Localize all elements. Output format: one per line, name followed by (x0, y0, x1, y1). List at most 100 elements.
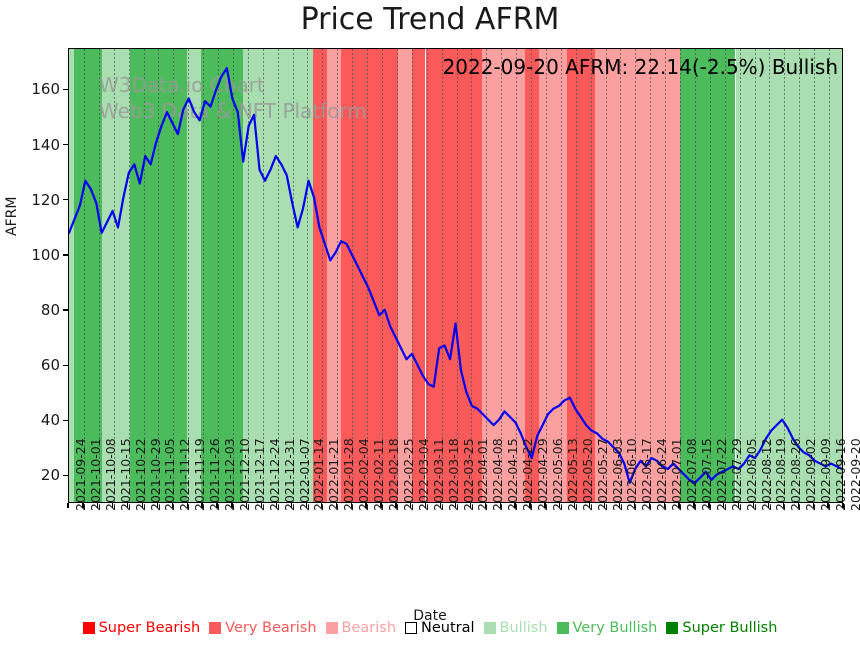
gridline-vertical (680, 49, 681, 502)
legend-label: Bearish (341, 620, 397, 636)
trend-band (566, 49, 596, 502)
gridline-vertical (412, 49, 413, 502)
gridline-vertical (620, 49, 621, 502)
legend-item[interactable]: Bullish (483, 620, 548, 636)
y-tick-label: 80 (40, 300, 60, 319)
gridline-vertical (307, 49, 308, 502)
gridline-vertical (561, 49, 562, 502)
trend-band (735, 49, 751, 502)
trend-band (200, 49, 215, 502)
gridline-vertical (337, 49, 338, 502)
legend-label: Super Bearish (98, 620, 201, 636)
gridline-vertical (740, 49, 741, 502)
x-tick-mark (782, 503, 785, 508)
x-tick-mark (171, 503, 173, 508)
x-tick-label: 2021-11-12 (177, 438, 193, 511)
x-tick-label: 2021-11-05 (162, 438, 178, 511)
x-tick-mark (693, 503, 695, 508)
gridline-vertical (546, 49, 547, 502)
trend-band (679, 49, 694, 502)
legend-item[interactable]: Super Bearish (82, 620, 201, 636)
x-tick-mark (439, 503, 442, 508)
trend-band (313, 49, 328, 502)
x-tick-mark (633, 503, 635, 508)
x-tick-mark (603, 503, 606, 508)
x-tick-mark (588, 503, 591, 508)
y-tick-label: 20 (40, 466, 60, 485)
legend-label: Very Bearish (225, 620, 317, 636)
trend-band (69, 49, 75, 502)
legend-item[interactable]: Bearish (325, 620, 397, 636)
x-tick-mark (231, 503, 233, 508)
legend: Super Bearish Very Bearish Bearish Neutral B… (0, 620, 860, 636)
x-tick-label: 2022-04-08 (490, 438, 506, 511)
x-tick-label: 2022-06-17 (639, 438, 655, 511)
gridline-vertical (203, 49, 204, 502)
legend-label: Very Bullish (572, 620, 658, 636)
legend-swatch-icon (483, 622, 496, 634)
price-line (69, 67, 842, 484)
y-tick-label: 160 (31, 80, 60, 99)
x-tick-mark (559, 503, 561, 508)
x-tick-mark (276, 503, 278, 508)
x-tick-mark (246, 503, 248, 508)
gridline-vertical (352, 49, 353, 502)
x-tick-label: 2021-10-22 (132, 438, 148, 511)
x-tick-mark (380, 503, 382, 508)
legend-item[interactable]: Very Bearish (209, 620, 317, 636)
trend-band (425, 49, 455, 502)
x-tick-mark (335, 503, 337, 508)
x-tick-mark (827, 503, 829, 508)
x-tick-mark (410, 503, 412, 508)
gridline-vertical (442, 49, 443, 502)
legend-swatch-icon (405, 622, 418, 634)
trend-band (750, 49, 842, 502)
y-tick-mark (63, 419, 68, 422)
x-tick-label: 2021-12-03 (222, 438, 238, 511)
x-tick-mark (261, 503, 263, 508)
x-tick-mark (350, 503, 352, 508)
y-tick-mark (63, 144, 68, 146)
x-tick-label: 2021-12-31 (281, 438, 297, 511)
x-tick-mark (395, 503, 397, 508)
x-tick-label: 2022-04-01 (475, 438, 491, 511)
x-tick-label: 2022-01-14 (311, 438, 327, 511)
y-tick-label: 140 (31, 135, 60, 154)
gridline-vertical (784, 49, 785, 502)
x-tick-mark (186, 503, 188, 508)
x-tick-mark (97, 503, 99, 508)
x-tick-mark (708, 503, 710, 508)
legend-swatch-icon (82, 622, 95, 634)
legend-item[interactable]: Very Bullish (556, 620, 658, 636)
gridline-vertical (710, 49, 711, 502)
x-tick-mark (156, 503, 159, 508)
x-tick-label: 2022-05-27 (594, 438, 610, 511)
trend-band (130, 49, 145, 502)
x-tick-label: 2022-07-22 (713, 438, 729, 511)
x-tick-mark (812, 503, 814, 508)
gridline-vertical (814, 49, 815, 502)
x-tick-mark (82, 503, 84, 508)
x-tick-label: 2022-08-19 (773, 438, 789, 511)
gridline-vertical (829, 49, 830, 502)
x-tick-label: 2021-11-26 (207, 438, 223, 511)
trend-band (186, 49, 201, 502)
x-tick-label: 2022-08-26 (788, 438, 804, 511)
x-tick-mark (365, 503, 367, 508)
gridline-vertical (531, 49, 532, 502)
gridline-vertical (665, 49, 666, 502)
x-tick-mark (723, 503, 725, 508)
trend-band (411, 49, 426, 502)
trend-band (102, 49, 117, 502)
gridline-vertical (248, 49, 249, 502)
x-tick-mark (738, 503, 740, 508)
y-tick-label: 120 (31, 190, 60, 209)
gridline-vertical (144, 49, 145, 502)
gridline-vertical (695, 49, 696, 502)
legend-item[interactable]: Neutral (405, 620, 475, 636)
legend-item[interactable]: Super Bullish (666, 620, 777, 636)
x-tick-mark (469, 503, 472, 508)
x-tick-label: 2022-09-20 (848, 438, 860, 511)
trend-band (595, 49, 624, 502)
legend-swatch-icon (666, 622, 679, 634)
